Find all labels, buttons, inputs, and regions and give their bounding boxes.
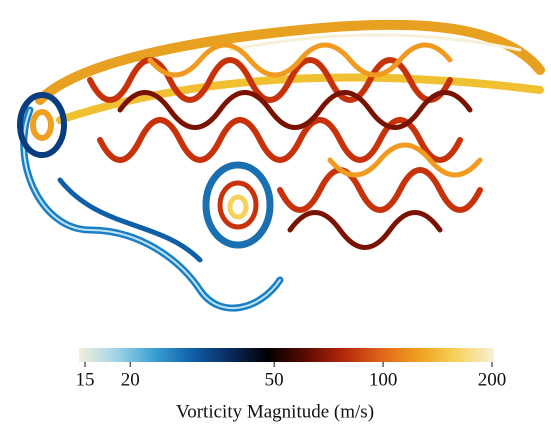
tube xyxy=(147,42,453,78)
tube xyxy=(56,73,544,124)
vortex-core xyxy=(217,180,259,230)
tick-label: 15 xyxy=(76,369,95,390)
vortex-sheet xyxy=(57,177,203,263)
tube xyxy=(97,117,463,163)
vortex-core xyxy=(30,109,54,141)
tube xyxy=(228,33,522,52)
colorbar xyxy=(79,348,494,362)
vortex-core xyxy=(227,194,249,220)
tube xyxy=(117,90,473,130)
tube xyxy=(327,142,483,178)
tube xyxy=(277,167,483,213)
tube xyxy=(35,19,545,105)
tube xyxy=(287,210,443,250)
tick-label: 50 xyxy=(265,369,284,390)
vortex-core xyxy=(202,161,274,249)
vortex-render xyxy=(17,19,545,312)
tick-label: 20 xyxy=(121,369,140,390)
colorbar-label: Vorticity Magnitude (m/s) xyxy=(176,401,374,422)
tick-label: 100 xyxy=(369,369,398,390)
tick-label: 200 xyxy=(478,369,507,390)
vortex-sheet xyxy=(22,109,281,309)
vortex-core xyxy=(17,92,67,158)
